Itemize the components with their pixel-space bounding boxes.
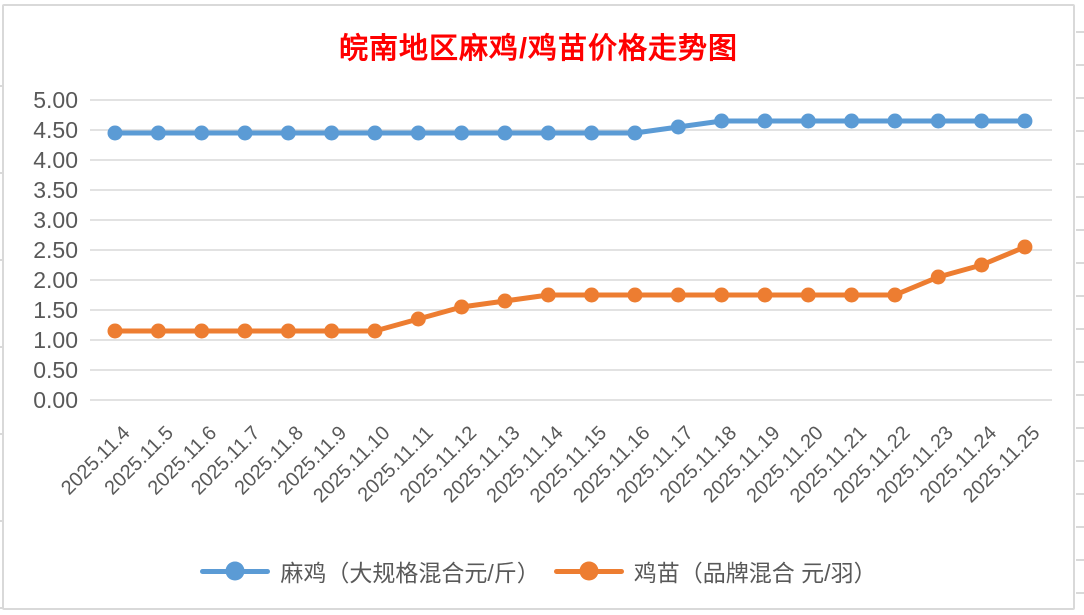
data-point-series-1 — [714, 287, 730, 303]
y-tick-label: 3.50 — [33, 177, 78, 203]
data-point-series-0 — [584, 125, 600, 141]
data-point-series-0 — [107, 125, 123, 141]
data-point-series-1 — [1017, 239, 1033, 255]
legend-label-series-1: 鸡苗（品牌混合 元/羽） — [633, 560, 877, 586]
data-point-series-1 — [367, 323, 383, 339]
y-tick-label: 5.00 — [33, 87, 78, 113]
chart-frame — [2, 4, 1075, 610]
circle-marker-icon — [579, 561, 599, 581]
y-tick-label: 2.50 — [33, 237, 78, 263]
data-point-series-1 — [497, 293, 513, 309]
data-point-series-0 — [1017, 113, 1033, 129]
data-point-series-1 — [150, 323, 166, 339]
data-point-series-1 — [974, 257, 990, 273]
y-tick-label: 4.00 — [33, 147, 78, 173]
data-point-series-0 — [280, 125, 296, 141]
circle-marker-icon — [225, 561, 245, 581]
chart-title: 皖南地区麻鸡/鸡苗价格走势图 — [338, 33, 739, 65]
data-point-series-1 — [584, 287, 600, 303]
data-point-series-0 — [714, 113, 730, 129]
series-line-1 — [112, 244, 1028, 334]
worksheet-row-ticks-left — [0, 0, 3, 615]
data-point-series-0 — [194, 125, 210, 141]
data-point-series-0 — [367, 125, 383, 141]
data-point-series-1 — [237, 323, 253, 339]
data-point-series-1 — [194, 323, 210, 339]
data-point-series-0 — [410, 125, 426, 141]
legend-item-series-0: 麻鸡（大规格混合元/斤） — [200, 554, 540, 588]
y-tick-label: 3.00 — [33, 207, 78, 233]
data-point-series-1 — [410, 311, 426, 327]
data-point-series-1 — [757, 287, 773, 303]
data-point-series-0 — [800, 113, 816, 129]
legend-item-series-1: 鸡苗（品牌混合 元/羽） — [553, 554, 877, 588]
data-point-series-1 — [280, 323, 296, 339]
data-point-series-1 — [107, 323, 123, 339]
data-point-series-0 — [497, 125, 513, 141]
y-tick-label: 1.50 — [33, 297, 78, 323]
data-point-series-0 — [237, 125, 253, 141]
data-point-series-0 — [887, 113, 903, 129]
data-point-series-1 — [540, 287, 556, 303]
data-point-series-0 — [757, 113, 773, 129]
data-point-series-0 — [324, 125, 340, 141]
data-point-series-0 — [670, 119, 686, 135]
line-marker-icon — [553, 561, 624, 581]
data-point-series-0 — [150, 125, 166, 141]
data-point-series-0 — [974, 113, 990, 129]
y-tick-label: 2.00 — [33, 267, 78, 293]
legend-label-series-0: 麻鸡（大规格混合元/斤） — [280, 560, 540, 586]
data-point-series-1 — [930, 269, 946, 285]
data-point-series-1 — [800, 287, 816, 303]
y-tick-label: 0.50 — [33, 357, 78, 383]
line-marker-icon — [200, 561, 271, 581]
series-line-0 — [112, 118, 1028, 136]
data-point-series-0 — [627, 125, 643, 141]
data-point-series-1 — [844, 287, 860, 303]
data-point-series-1 — [887, 287, 903, 303]
data-point-series-1 — [670, 287, 686, 303]
data-point-series-0 — [540, 125, 556, 141]
y-tick-label: 1.00 — [33, 327, 78, 353]
data-point-series-0 — [454, 125, 470, 141]
data-point-series-1 — [324, 323, 340, 339]
data-point-series-0 — [844, 113, 860, 129]
y-tick-label: 4.50 — [33, 117, 78, 143]
legend: 麻鸡（大规格混合元/斤） 鸡苗（品牌混合 元/羽） — [0, 551, 1077, 591]
worksheet-row-ticks-right — [1076, 0, 1084, 615]
data-point-series-1 — [454, 299, 470, 315]
y-tick-label: 0.00 — [33, 387, 78, 413]
data-point-series-1 — [627, 287, 643, 303]
data-point-series-0 — [930, 113, 946, 129]
